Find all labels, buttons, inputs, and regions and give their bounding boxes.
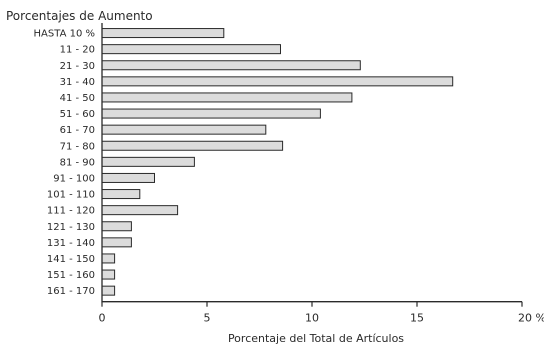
category-label: 121 - 130 xyxy=(47,222,95,233)
bar xyxy=(101,44,281,55)
category-label: 151 - 160 xyxy=(47,270,95,281)
category-label: 131 - 140 xyxy=(47,238,95,249)
category-labels: HASTA 10 % 11 - 20 21 - 30 31 - 40 41 - 50 51… xyxy=(34,29,95,298)
x-tick-label: 10 xyxy=(305,312,319,325)
category-label: 31 - 40 xyxy=(60,77,95,88)
category-label: 91 - 100 xyxy=(53,173,95,184)
bar xyxy=(101,92,353,103)
category-label: 101 - 110 xyxy=(47,190,95,201)
x-axis-ticks: 0 5 10 15 20 % xyxy=(99,301,544,325)
bar xyxy=(101,76,454,87)
x-tick-label: 5 xyxy=(204,312,211,325)
bar xyxy=(101,60,361,71)
category-label: HASTA 10 % xyxy=(34,29,95,40)
category-label: 161 - 170 xyxy=(47,286,95,297)
category-label: 21 - 30 xyxy=(60,61,95,72)
x-tick-label: 0 xyxy=(99,312,106,325)
bar xyxy=(101,189,141,200)
x-tick-label: 15 xyxy=(410,312,424,325)
category-label: 61 - 70 xyxy=(60,125,95,136)
bar xyxy=(101,237,132,248)
bar xyxy=(101,205,179,216)
bar xyxy=(101,140,284,151)
category-label: 11 - 20 xyxy=(60,45,95,56)
category-label: 111 - 120 xyxy=(47,206,95,217)
category-label: 71 - 80 xyxy=(60,141,95,152)
bar xyxy=(101,253,116,264)
bar xyxy=(101,124,267,135)
category-label: 51 - 60 xyxy=(60,109,95,120)
bar xyxy=(101,221,132,232)
bar xyxy=(101,156,195,167)
x-tick-label: 20 % xyxy=(518,312,544,325)
bar xyxy=(101,285,116,296)
category-label: 141 - 150 xyxy=(47,254,95,265)
category-label: 81 - 90 xyxy=(60,157,95,168)
bar xyxy=(101,108,321,119)
bar xyxy=(101,269,116,280)
bar xyxy=(101,28,225,39)
chart-title: Porcentajes de Aumento xyxy=(6,9,153,23)
bars xyxy=(101,28,454,296)
bar xyxy=(101,172,155,183)
x-axis-label: Porcentaje del Total de Artículos xyxy=(228,332,404,345)
category-label: 41 - 50 xyxy=(60,93,95,104)
